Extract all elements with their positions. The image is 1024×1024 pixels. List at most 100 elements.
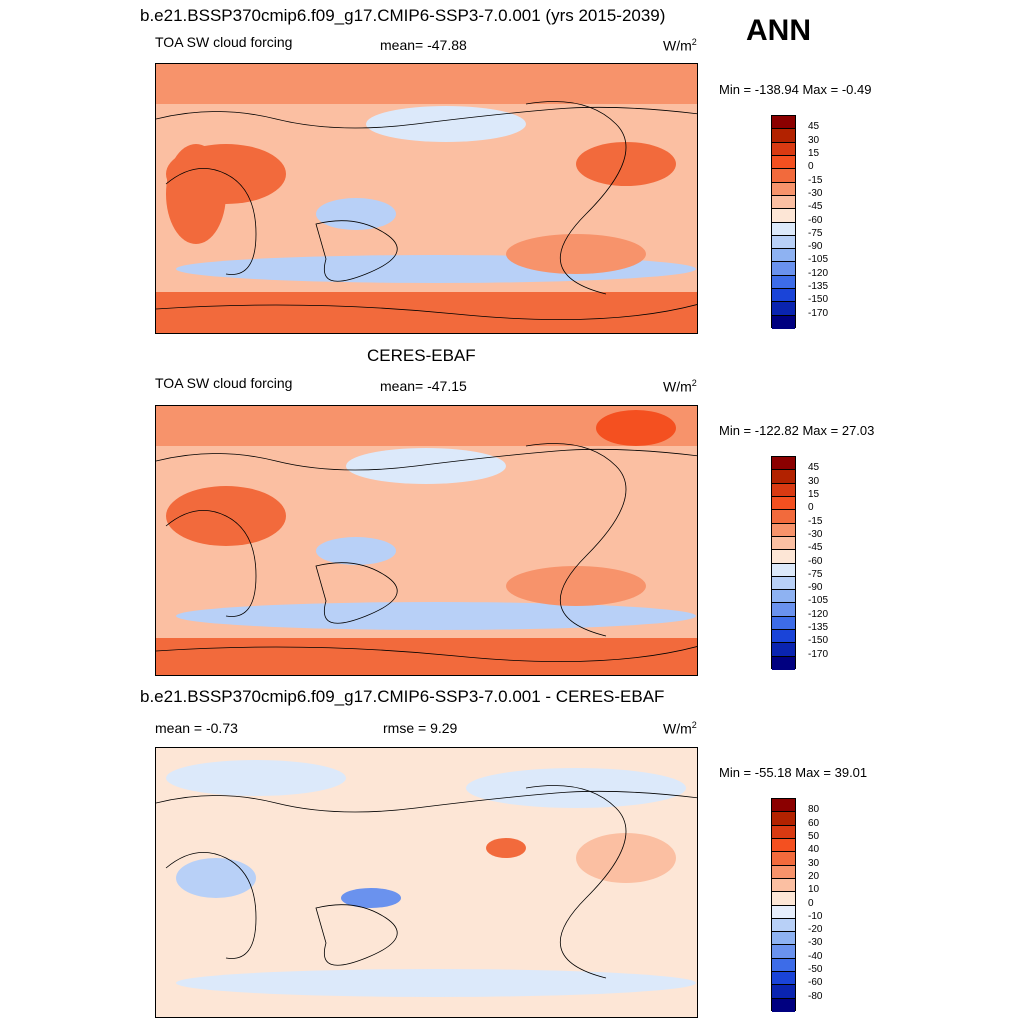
colorbar-segment — [772, 799, 795, 813]
panel2-minmax: Min = -122.82 Max = 27.03 — [719, 423, 875, 438]
colorbar-segment — [772, 656, 795, 670]
colorbar-tick-label: -135 — [808, 281, 829, 293]
colorbar-segment — [772, 289, 795, 303]
colorbar-segment — [772, 905, 795, 919]
panel3-map — [155, 747, 698, 1018]
colorbar-segment — [772, 985, 795, 999]
colorbar-tick-label: -80 — [808, 990, 823, 1002]
panel2-colorbar — [771, 456, 796, 670]
colorbar-segment — [772, 195, 795, 210]
colorbar-tick-label: 15 — [808, 488, 820, 500]
colorbar-tick-label: 10 — [808, 884, 820, 896]
colorbar-segment — [772, 155, 795, 170]
colorbar-tick-label: -120 — [808, 608, 829, 620]
colorbar-tick-label: -15 — [808, 174, 823, 186]
colorbar-segment — [772, 852, 795, 866]
colorbar-segment — [772, 457, 795, 471]
colorbar-tick-label: 0 — [808, 161, 814, 173]
colorbar-segment — [772, 510, 795, 524]
colorbar-segment — [772, 550, 795, 564]
panel1-mean-label: mean= -47.88 — [380, 37, 467, 53]
colorbar-tick-label: -60 — [808, 977, 823, 989]
colorbar-tick-label: -60 — [808, 214, 823, 226]
colorbar-tick-label: -170 — [808, 307, 829, 319]
colorbar-segment — [772, 878, 795, 893]
colorbar-segment — [772, 116, 795, 130]
season-label: ANN — [746, 14, 811, 47]
colorbar-tick-label: -150 — [808, 635, 829, 647]
colorbar-segment — [772, 998, 795, 1012]
panel3-units: W/m2 — [663, 720, 697, 737]
colorbar-tick-label: -90 — [808, 582, 823, 594]
colorbar-segment — [772, 838, 795, 853]
colorbar-segment — [772, 315, 795, 329]
colorbar-tick-label: -170 — [808, 648, 829, 660]
panel2-units: W/m2 — [663, 378, 697, 395]
colorbar-tick-label: -30 — [808, 937, 823, 949]
colorbar-tick-label: -30 — [808, 187, 823, 199]
colorbar-segment — [772, 932, 795, 946]
panel1-units: W/m2 — [663, 37, 697, 54]
colorbar-tick-label: 30 — [808, 134, 820, 146]
colorbar-segment — [772, 972, 795, 986]
colorbar-tick-label: -150 — [808, 294, 829, 306]
colorbar-segment — [772, 169, 795, 183]
colorbar-tick-label: -60 — [808, 555, 823, 567]
colorbar-segment — [772, 222, 795, 236]
panel3-mean-label: mean = -0.73 — [155, 720, 238, 736]
panel1-minmax: Min = -138.94 Max = -0.49 — [719, 82, 872, 97]
panel1-map — [155, 63, 698, 334]
colorbar-tick-label: -40 — [808, 950, 823, 962]
colorbar-segment — [772, 563, 795, 577]
colorbar-segment — [772, 496, 795, 511]
panel1-title: b.e21.BSSP370cmip6.f09_g17.CMIP6-SSP3-7.… — [140, 6, 666, 25]
colorbar-segment — [772, 249, 795, 263]
colorbar-tick-label: -75 — [808, 568, 823, 580]
colorbar-tick-label: -135 — [808, 622, 829, 634]
colorbar-segment — [772, 129, 795, 143]
panel1-variable-label: TOA SW cloud forcing — [155, 34, 293, 50]
colorbar-segment — [772, 483, 795, 497]
colorbar-segment — [772, 590, 795, 604]
colorbar-segment — [772, 142, 795, 156]
colorbar-segment — [772, 892, 795, 906]
colorbar-tick-label: -120 — [808, 267, 829, 279]
colorbar-tick-label: 0 — [808, 502, 814, 514]
colorbar-tick-label: 50 — [808, 830, 820, 842]
colorbar-segment — [772, 825, 795, 839]
colorbar-tick-label: -50 — [808, 964, 823, 976]
colorbar-tick-label: 20 — [808, 870, 820, 882]
panel1-colorbar — [771, 115, 796, 329]
colorbar-segment — [772, 536, 795, 551]
colorbar-tick-label: -90 — [808, 241, 823, 253]
panel2-map — [155, 405, 698, 676]
colorbar-tick-label: 30 — [808, 857, 820, 869]
colorbar-segment — [772, 275, 795, 290]
colorbar-segment — [772, 865, 795, 879]
colorbar-segment — [772, 643, 795, 657]
colorbar-tick-label: -105 — [808, 595, 829, 607]
colorbar-tick-label: -105 — [808, 254, 829, 266]
colorbar-tick-label: 80 — [808, 804, 820, 816]
colorbar-segment — [772, 576, 795, 591]
colorbar-segment — [772, 958, 795, 973]
colorbar-tick-label: 15 — [808, 147, 820, 159]
colorbar-segment — [772, 812, 795, 826]
colorbar-segment — [772, 302, 795, 316]
panel2-variable-label: TOA SW cloud forcing — [155, 375, 293, 391]
colorbar-segment — [772, 603, 795, 617]
colorbar-tick-label: -20 — [808, 924, 823, 936]
panel3-rmse-label: rmse = 9.29 — [383, 720, 458, 736]
colorbar-tick-label: 30 — [808, 475, 820, 487]
colorbar-segment — [772, 630, 795, 644]
colorbar-tick-label: 60 — [808, 817, 820, 829]
colorbar-tick-label: 45 — [808, 462, 820, 474]
colorbar-tick-label: 0 — [808, 897, 814, 909]
colorbar-segment — [772, 470, 795, 484]
panel2-title: CERES-EBAF — [367, 346, 476, 365]
colorbar-segment — [772, 235, 795, 250]
colorbar-tick-label: 45 — [808, 121, 820, 133]
colorbar-segment — [772, 209, 795, 223]
colorbar-segment — [772, 918, 795, 933]
panel2-mean-label: mean= -47.15 — [380, 378, 467, 394]
